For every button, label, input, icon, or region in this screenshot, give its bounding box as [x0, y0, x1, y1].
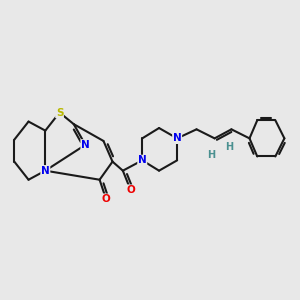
- Text: H: H: [207, 150, 215, 160]
- Text: N: N: [41, 166, 50, 176]
- Text: S: S: [56, 107, 63, 118]
- Text: N: N: [81, 140, 90, 150]
- Text: O: O: [126, 185, 135, 195]
- Text: O: O: [102, 194, 110, 204]
- Text: N: N: [173, 134, 182, 143]
- Text: H: H: [225, 142, 233, 152]
- Text: N: N: [138, 155, 147, 165]
